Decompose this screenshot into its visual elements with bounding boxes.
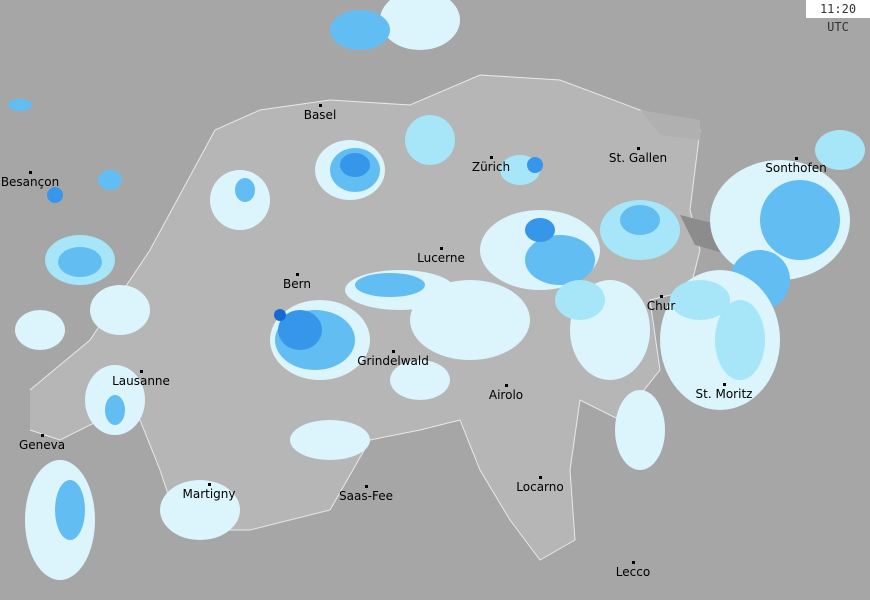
city-marker (296, 273, 299, 276)
city-label: Lucerne (417, 251, 465, 265)
city-label: Sonthofen (765, 161, 827, 175)
city-label: Martigny (182, 487, 236, 501)
city-label: Geneva (18, 438, 66, 452)
precipitation-cell (274, 309, 286, 321)
precipitation-cell (15, 310, 65, 350)
city-label: St. Moritz (695, 387, 753, 401)
precipitation-cell (620, 205, 660, 235)
precipitation-cell (55, 480, 85, 540)
city-marker (319, 104, 322, 107)
precipitation-cell (670, 280, 730, 320)
precipitation-cell (615, 390, 665, 470)
city-marker (660, 295, 663, 298)
city-label: Besançon (0, 175, 60, 189)
precipitation-cell (525, 235, 595, 285)
precipitation-cell (525, 218, 555, 242)
city-marker (365, 485, 368, 488)
switzerland-area (30, 75, 700, 560)
precipitation-cell (390, 360, 450, 400)
precipitation-cell (278, 310, 322, 350)
city-label: Lausanne (112, 374, 170, 388)
precipitation-cell (405, 115, 455, 165)
city-marker (29, 171, 32, 174)
precipitation-cell (555, 280, 605, 320)
precipitation-cell (160, 480, 240, 540)
precipitation-cell (527, 157, 543, 173)
precipitation-cell (235, 178, 255, 202)
precipitation-cell (815, 130, 865, 170)
city-label: St. Gallen (608, 151, 668, 165)
city-marker (140, 370, 143, 373)
timestamp: 11:20 UTC (806, 0, 870, 34)
city-marker (392, 350, 395, 353)
lake-constance (640, 110, 700, 140)
precipitation-cell (8, 99, 32, 111)
city-label: Grindelwald (357, 354, 429, 368)
precipitation-cell (47, 187, 63, 203)
city-marker (440, 247, 443, 250)
precipitation-cell (290, 420, 370, 460)
city-label: Airolo (488, 388, 524, 402)
precipitation-cell (90, 285, 150, 335)
city-label: Saas-Fee (339, 489, 393, 503)
city-marker (505, 384, 508, 387)
city-label: Locarno (516, 480, 564, 494)
city-marker (208, 483, 211, 486)
city-label: Zürich (471, 160, 511, 174)
precipitation-cell (58, 247, 102, 277)
city-marker (632, 561, 635, 564)
city-label: Bern (283, 277, 311, 291)
city-marker (637, 147, 640, 150)
precipitation-layer (8, 0, 865, 580)
precipitation-cell (760, 180, 840, 260)
city-marker (41, 434, 44, 437)
precipitation-cell (355, 273, 425, 297)
city-label: Lecco (615, 565, 651, 579)
precipitation-cell (410, 280, 530, 360)
city-marker (795, 157, 798, 160)
precipitation-cell (340, 153, 370, 177)
city-marker (723, 383, 726, 386)
city-marker (539, 476, 542, 479)
city-label: Basel (303, 108, 337, 122)
precipitation-cell (105, 395, 125, 425)
city-marker (490, 156, 493, 159)
precipitation-cell (98, 170, 122, 190)
city-label: Chur (646, 299, 676, 313)
precipitation-cell (330, 10, 390, 50)
precipitation-cell (715, 300, 765, 380)
precipitation-cell (380, 0, 460, 50)
